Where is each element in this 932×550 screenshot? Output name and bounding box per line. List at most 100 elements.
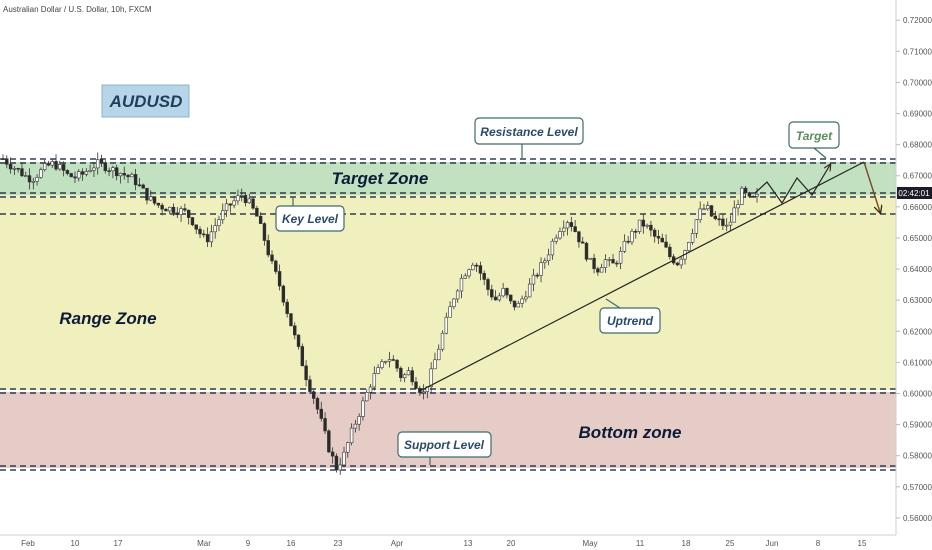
bottom-zone-label: Bottom zone (579, 423, 682, 442)
candle-body (12, 168, 17, 170)
support-callout[interactable]: Support Level (397, 431, 492, 465)
candle-body (558, 231, 562, 239)
candle-body (243, 195, 248, 204)
candle-body (346, 442, 350, 453)
candle-body (448, 306, 452, 318)
candle-body (421, 391, 426, 393)
candle-body (88, 170, 92, 172)
candle-body (232, 200, 236, 206)
candle-body (160, 204, 164, 210)
candle-body (149, 196, 153, 201)
candle-body (20, 168, 24, 177)
key-level-callout[interactable]: Key Level (275, 198, 345, 232)
candle-body (501, 288, 505, 297)
candle-body (186, 209, 191, 218)
target-callout[interactable]: Target (788, 121, 840, 159)
time-tick-label: Jun (766, 539, 779, 548)
price-tick-label: 0.61000 (903, 358, 932, 367)
candle-body (455, 290, 460, 300)
candle-body (509, 294, 513, 302)
price-tick-label: 0.66000 (903, 203, 932, 212)
time-tick-label: May (582, 539, 597, 548)
candle-body (202, 233, 206, 236)
candle-body (728, 221, 733, 226)
candle-body (156, 202, 161, 206)
candle-body (357, 416, 361, 425)
candle-body (493, 296, 498, 301)
candle-body (596, 268, 600, 273)
candle-body (289, 313, 293, 327)
price-axis[interactable]: 0.72000 0.71000 0.70000 0.69000 0.68000 0.670… (896, 16, 932, 523)
candle-body (338, 464, 342, 471)
candle-body (168, 206, 172, 212)
candle-body (221, 210, 225, 220)
candle-body (319, 408, 323, 419)
candle-body (368, 386, 373, 393)
price-tick-label: 0.65000 (903, 234, 932, 243)
candle-body (478, 265, 483, 274)
resistance-label: Resistance Level (480, 125, 578, 139)
candle-body (46, 163, 51, 166)
candle-body (315, 398, 320, 410)
candle-body (296, 334, 301, 347)
candle-body (39, 169, 43, 178)
support-label: Support Level (404, 438, 485, 452)
candle-body (311, 391, 316, 399)
candle-body (96, 159, 100, 169)
candle-body (675, 262, 680, 266)
candle-body (429, 368, 433, 387)
candle-body (471, 264, 475, 271)
candle-body (482, 273, 486, 280)
time-tick-label: 20 (507, 539, 516, 548)
candle-body (713, 215, 718, 220)
candle-body (281, 285, 286, 303)
candle-body (133, 174, 138, 186)
candle-body (520, 298, 524, 304)
uptrend-callout[interactable]: Uptrend (599, 298, 661, 334)
candle-body (399, 367, 403, 379)
resistance-callout[interactable]: Resistance Level (474, 117, 584, 158)
candle-body (141, 184, 145, 189)
candle-body (54, 161, 58, 170)
candle-body (497, 295, 502, 301)
candle-body (334, 455, 339, 471)
candle-body (198, 228, 202, 235)
candle-body (69, 173, 73, 178)
candle-body (395, 359, 399, 369)
target-label: Target (796, 129, 833, 143)
candle-body (581, 241, 585, 244)
candle-body (16, 168, 20, 170)
candle-body (615, 262, 619, 265)
candle-body (437, 348, 441, 361)
price-tick-label: 0.72000 (903, 16, 932, 25)
candle-body (740, 187, 744, 205)
candle-body (698, 208, 702, 221)
candle-body (634, 230, 638, 233)
candle-body (277, 271, 282, 287)
price-tick-label: 0.68000 (903, 141, 932, 150)
candle-body (236, 195, 240, 202)
symbol-badge-box[interactable] (101, 84, 190, 118)
price-tick-label: 0.63000 (903, 296, 932, 305)
candle-body (175, 212, 179, 215)
candle-body (300, 346, 305, 367)
candle-body (349, 427, 354, 444)
candle-body (353, 423, 358, 429)
time-tick-label: 18 (682, 539, 691, 548)
candle-body (387, 359, 392, 362)
candle-body (599, 267, 604, 273)
candle-body (717, 218, 721, 221)
candle-body (531, 274, 536, 285)
candle-body (512, 300, 517, 308)
time-tick-label: 25 (726, 539, 735, 548)
candle-body (164, 208, 168, 212)
candle-body (228, 203, 233, 206)
candle-body (77, 171, 81, 179)
candle-body (365, 392, 369, 402)
candle-body (130, 174, 134, 178)
target-zone-label: Target Zone (332, 169, 429, 188)
time-axis[interactable]: Feb 10 17 Mar 9 16 23 Apr 13 20 May 11 18 25 Jun 8 15 (21, 539, 867, 548)
candle-body (247, 198, 251, 204)
candle-body (630, 230, 634, 243)
